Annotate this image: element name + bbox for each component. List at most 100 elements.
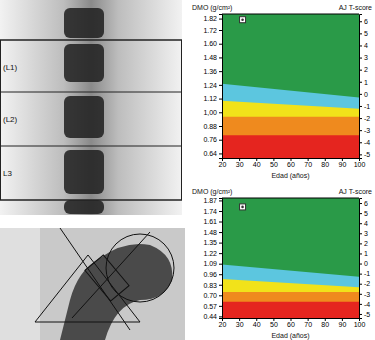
- tick-label: 90: [338, 321, 346, 328]
- tick-label: 0.96: [203, 271, 217, 278]
- tick-mark: [219, 316, 222, 317]
- x-axis-title: Edad (años): [271, 332, 309, 340]
- tick-mark: [359, 294, 362, 295]
- tick: 20: [219, 158, 227, 168]
- axis-line: [360, 199, 363, 319]
- tick: 30: [236, 318, 244, 328]
- tick: -4: [359, 301, 370, 308]
- tick: -5: [359, 311, 370, 318]
- tick-mark: [359, 82, 362, 83]
- axis-line: [360, 15, 363, 159]
- tick: 0.57: [203, 303, 222, 310]
- x-axis: 2030405060708090100: [219, 318, 366, 328]
- band: [222, 292, 359, 318]
- tick-label: 30: [236, 161, 244, 168]
- roi-triangle: [35, 255, 140, 322]
- tick: -2: [359, 115, 370, 122]
- vertebra: [64, 150, 104, 194]
- tick: 0.44: [203, 313, 222, 320]
- tick-label: 1.24: [203, 82, 217, 89]
- tick-mark: [359, 274, 362, 275]
- tick: 1.48: [203, 229, 222, 236]
- band: [222, 135, 359, 158]
- tick-label: 80: [321, 161, 329, 168]
- tick-mark: [219, 30, 222, 31]
- band: [222, 302, 359, 318]
- y2-axis-title: AJ T-score: [339, 188, 372, 195]
- tick-mark: [359, 314, 362, 315]
- tick-mark: [219, 112, 222, 113]
- tick-label: 100: [354, 321, 366, 328]
- tick-mark: [359, 118, 362, 119]
- tick: 1.72: [203, 27, 222, 34]
- chart: 1.871.741.611.481.351.221.090.960.830.70…: [192, 188, 372, 340]
- tick-label: 0: [364, 91, 368, 98]
- tick-label: -2: [364, 115, 370, 122]
- tick: 4: [359, 220, 368, 227]
- tick-label: 1.82: [203, 15, 217, 22]
- tick-label: 0.70: [203, 292, 217, 299]
- tick: 60: [287, 158, 295, 168]
- tick-mark: [219, 274, 222, 275]
- tick-mark: [219, 222, 222, 223]
- tick-label: 1.22: [203, 250, 217, 257]
- tick-mark: [359, 203, 362, 204]
- tick: 1.61: [203, 218, 222, 225]
- tick: 60: [287, 318, 295, 328]
- point-center: [241, 206, 244, 209]
- tick-label: 50: [270, 321, 278, 328]
- tick-label: -2: [364, 280, 370, 287]
- tick-label: 0.57: [203, 303, 217, 310]
- tick-mark: [359, 142, 362, 143]
- tick-label: 0.44: [203, 313, 217, 320]
- tick-mark: [219, 85, 222, 86]
- tick-mark: [359, 33, 362, 34]
- tick: 50: [270, 318, 278, 328]
- roi-box: [85, 255, 129, 301]
- tick: 1: [359, 79, 368, 86]
- tick-label: 50: [270, 161, 278, 168]
- tick: -1: [359, 103, 370, 110]
- tick: 1.12: [203, 95, 222, 102]
- tick-mark: [359, 45, 362, 46]
- tick-label: 1.60: [203, 40, 217, 47]
- tick: 1.24: [203, 82, 222, 89]
- chart: 1.821.721.601.481.361.241.121,000.880.76…: [192, 4, 372, 180]
- tick-mark: [219, 285, 222, 286]
- tick-label: 2: [364, 240, 368, 247]
- tick-mark: [219, 295, 222, 296]
- y-axis: 1.821.721.601.481.361.241.121,000.880.76…: [203, 15, 222, 159]
- tick: 5: [359, 210, 368, 217]
- tick: 100: [354, 318, 366, 328]
- tick-mark: [359, 213, 362, 214]
- tick-label: 1.12: [203, 95, 217, 102]
- tick: 30: [236, 158, 244, 168]
- tick: 0: [359, 91, 368, 98]
- tick-mark: [219, 264, 222, 265]
- tick: 1.82: [203, 15, 222, 22]
- y2-axis-title: AJ T-score: [339, 4, 372, 11]
- tick: 0.96: [203, 271, 222, 278]
- tick-mark: [359, 284, 362, 285]
- tick-label: 40: [253, 321, 261, 328]
- tick-mark: [219, 19, 222, 20]
- tick: 0.83: [203, 281, 222, 288]
- tick-mark: [359, 304, 362, 305]
- point: [240, 204, 246, 210]
- y-axis: 1.871.741.611.481.351.221.090.960.830.70…: [203, 197, 222, 320]
- tick-label: -3: [364, 291, 370, 298]
- plot-area: [222, 198, 359, 318]
- tick: 70: [304, 158, 312, 168]
- tick: -3: [359, 291, 370, 298]
- tick: 1,00: [203, 109, 222, 116]
- tick-mark: [219, 253, 222, 254]
- tick-mark: [359, 253, 362, 254]
- band: [222, 101, 359, 158]
- tick: -2: [359, 280, 370, 287]
- tick: 90: [338, 158, 346, 168]
- tick: 40: [253, 318, 261, 328]
- tick-mark: [219, 232, 222, 233]
- tick-mark: [359, 130, 362, 131]
- y2-axis: 6543210-1-2-3-4-5: [359, 15, 370, 159]
- tick-mark: [219, 71, 222, 72]
